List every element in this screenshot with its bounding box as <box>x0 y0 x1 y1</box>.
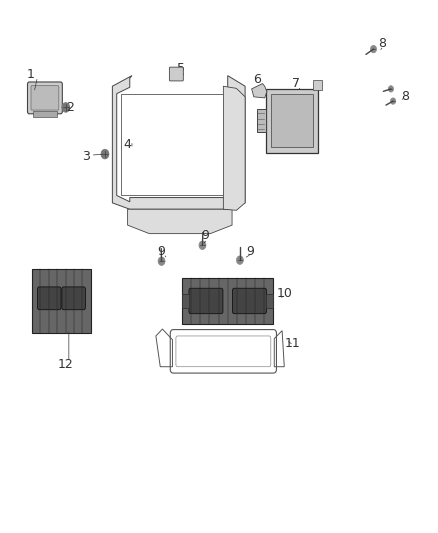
FancyBboxPatch shape <box>233 288 266 314</box>
FancyBboxPatch shape <box>38 287 61 310</box>
Text: 6: 6 <box>253 74 261 86</box>
Bar <box>182 294 189 309</box>
Text: 7: 7 <box>293 77 300 90</box>
Text: 4: 4 <box>124 138 131 151</box>
Text: 9: 9 <box>201 229 209 242</box>
Circle shape <box>237 256 244 264</box>
Text: 12: 12 <box>58 358 74 371</box>
Text: 8: 8 <box>401 90 409 103</box>
Text: 1: 1 <box>27 68 35 81</box>
Text: 2: 2 <box>66 101 74 114</box>
Text: 11: 11 <box>284 337 300 350</box>
Circle shape <box>391 98 396 104</box>
Polygon shape <box>252 84 267 98</box>
Bar <box>266 294 273 309</box>
Bar <box>32 269 91 333</box>
Bar <box>182 278 273 324</box>
Circle shape <box>199 241 206 249</box>
Bar <box>313 80 322 90</box>
FancyBboxPatch shape <box>170 67 184 81</box>
Bar <box>266 89 318 152</box>
Circle shape <box>62 103 70 112</box>
Circle shape <box>101 149 109 159</box>
Bar <box>271 94 314 147</box>
Circle shape <box>371 45 377 53</box>
Text: 9: 9 <box>158 245 166 258</box>
Circle shape <box>389 86 393 92</box>
Polygon shape <box>113 76 245 209</box>
FancyBboxPatch shape <box>126 133 155 160</box>
FancyBboxPatch shape <box>31 86 59 110</box>
Text: 10: 10 <box>276 287 292 300</box>
FancyBboxPatch shape <box>123 130 158 164</box>
Circle shape <box>158 257 165 265</box>
FancyBboxPatch shape <box>28 82 62 114</box>
FancyBboxPatch shape <box>62 287 85 310</box>
Polygon shape <box>223 86 245 211</box>
Text: 9: 9 <box>247 245 254 258</box>
Bar <box>257 109 266 132</box>
FancyBboxPatch shape <box>189 288 223 314</box>
Text: 8: 8 <box>378 37 386 50</box>
Text: 3: 3 <box>82 150 90 163</box>
Text: 5: 5 <box>177 62 185 75</box>
Polygon shape <box>127 209 232 233</box>
Polygon shape <box>121 94 223 195</box>
Bar <box>33 111 57 117</box>
